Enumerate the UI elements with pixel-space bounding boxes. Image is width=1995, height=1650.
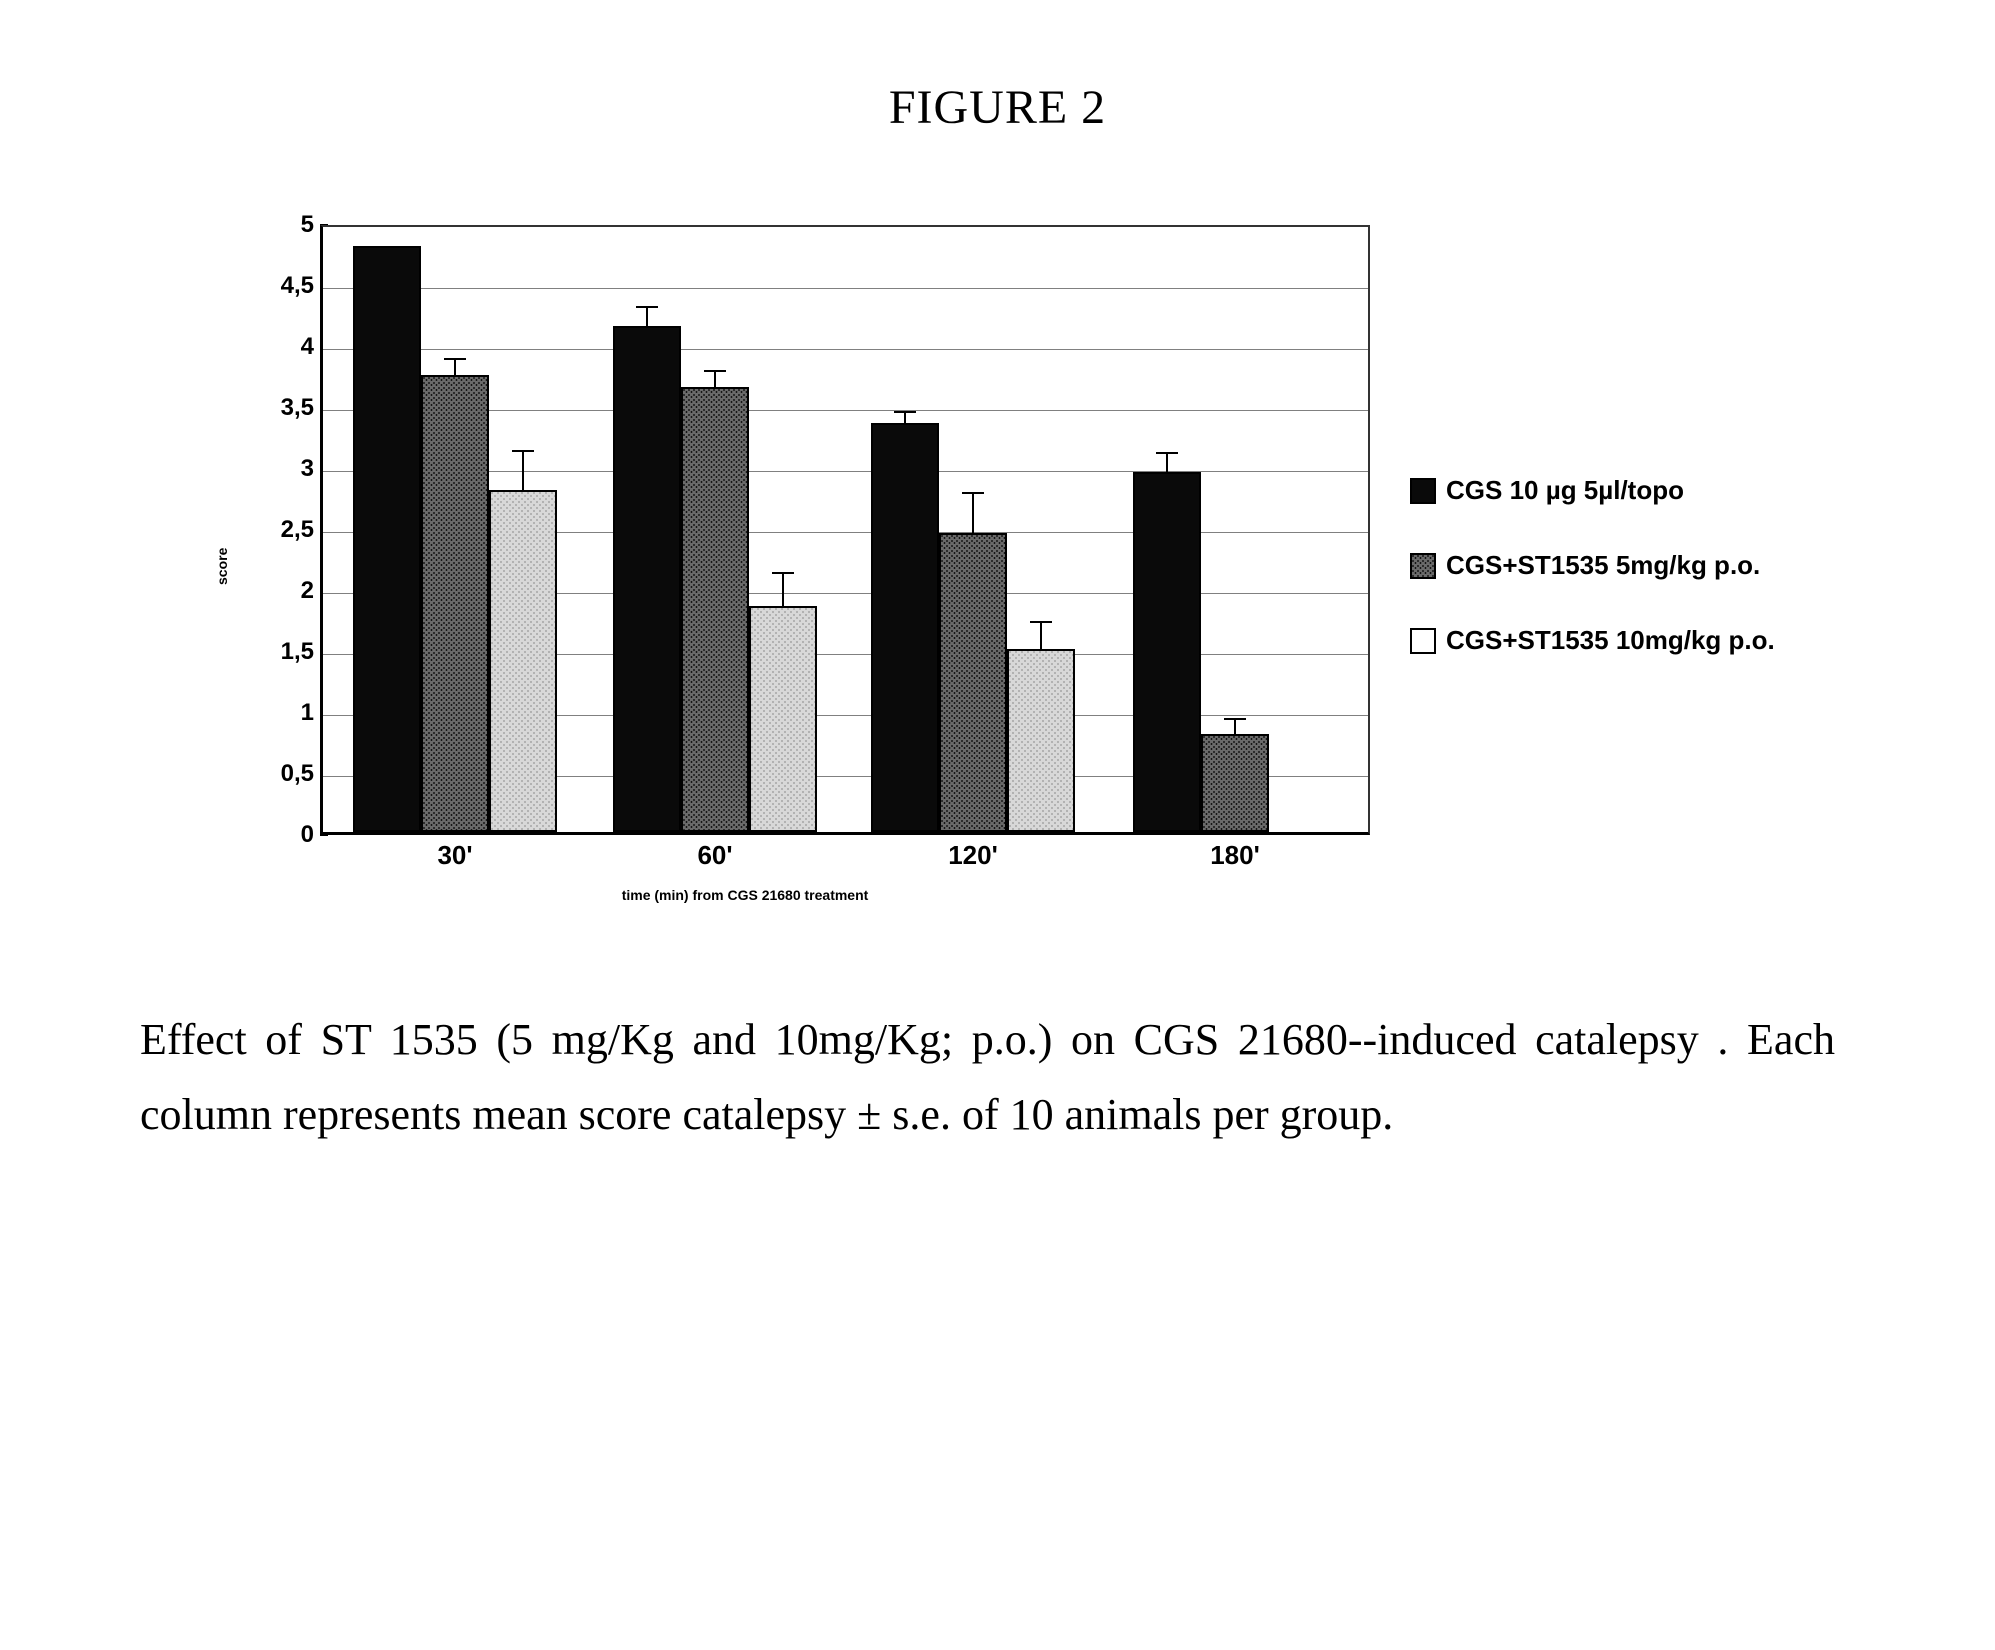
legend-item: CGS+ST1535 5mg/kg p.o.: [1410, 550, 1775, 581]
y-axis-label: score: [214, 548, 230, 585]
y-tick-label: 3: [301, 455, 314, 483]
legend-swatch-icon: [1410, 553, 1436, 579]
bar: [1007, 649, 1075, 832]
error-bar: [972, 492, 974, 535]
error-cap: [772, 572, 794, 574]
x-tick-label: 180': [1210, 840, 1260, 871]
y-tick-label: 4: [301, 333, 314, 361]
bar: [871, 423, 939, 832]
y-tick-label: 2: [301, 577, 314, 605]
y-tick-label: 4,5: [281, 272, 314, 300]
gridline: [323, 288, 1368, 289]
error-bar: [1234, 718, 1236, 736]
y-tick-label: 1,5: [281, 638, 314, 666]
plot-area: 30'60'120'180': [320, 225, 1370, 835]
y-tick-label: 3,5: [281, 394, 314, 422]
page: FIGURE 2 score 0 0,5 1 1,5 2 2,5 3 3,5 4 4,5 5 30'…: [0, 0, 1995, 1650]
gridline: [323, 349, 1368, 350]
y-tick-label: 5: [301, 211, 314, 239]
error-cap: [894, 411, 916, 413]
figure-caption: Effect of ST 1535 (5 mg/Kg and 10mg/Kg; …: [140, 1003, 1835, 1153]
x-tick-label: 120': [948, 840, 998, 871]
legend-label: CGS+ST1535 10mg/kg p.o.: [1446, 625, 1775, 656]
legend-label: CGS 10 µg 5µl/topo: [1446, 475, 1684, 506]
bar: [939, 533, 1007, 832]
error-bar: [782, 572, 784, 609]
bar: [421, 375, 489, 833]
error-bar: [1166, 452, 1168, 474]
error-cap: [636, 306, 658, 308]
error-cap: [1030, 621, 1052, 623]
bar: [1201, 734, 1269, 832]
bar: [749, 606, 817, 832]
legend-swatch-icon: [1410, 628, 1436, 654]
x-axis-label: time (min) from CGS 21680 treatment: [220, 887, 1270, 903]
bar: [613, 326, 681, 832]
figure-title: FIGURE 2: [120, 80, 1875, 135]
y-tick-label: 1: [301, 699, 314, 727]
error-bar: [454, 358, 456, 376]
error-cap: [444, 358, 466, 360]
error-bar: [904, 411, 906, 426]
error-bar: [646, 306, 648, 328]
error-cap: [1156, 452, 1178, 454]
legend-item: CGS 10 µg 5µl/topo: [1410, 475, 1775, 506]
x-tick-label: 60': [697, 840, 732, 871]
error-cap: [962, 492, 984, 494]
bar: [681, 387, 749, 832]
y-tick-label: 0,5: [281, 760, 314, 788]
error-cap: [512, 450, 534, 452]
error-cap: [1224, 718, 1246, 720]
y-axis-ticks: 00,511,522,533,544,55: [260, 225, 320, 835]
chart-wrapper: score 00,511,522,533,544,55 30'60'120'18…: [220, 225, 1875, 835]
error-bar: [522, 450, 524, 493]
y-tick-label: 2,5: [281, 516, 314, 544]
error-cap: [704, 370, 726, 372]
x-tick-label: 30': [437, 840, 472, 871]
bar: [1133, 472, 1201, 832]
y-tick-label: 0: [301, 821, 314, 849]
legend-item: CGS+ST1535 10mg/kg p.o.: [1410, 625, 1775, 656]
legend: CGS 10 µg 5µl/topo CGS+ST1535 5mg/kg p.o…: [1410, 475, 1775, 700]
bar: [489, 490, 557, 832]
legend-label: CGS+ST1535 5mg/kg p.o.: [1446, 550, 1760, 581]
error-bar: [1040, 621, 1042, 652]
legend-swatch-icon: [1410, 478, 1436, 504]
error-bar: [714, 370, 716, 388]
bar: [353, 246, 421, 832]
